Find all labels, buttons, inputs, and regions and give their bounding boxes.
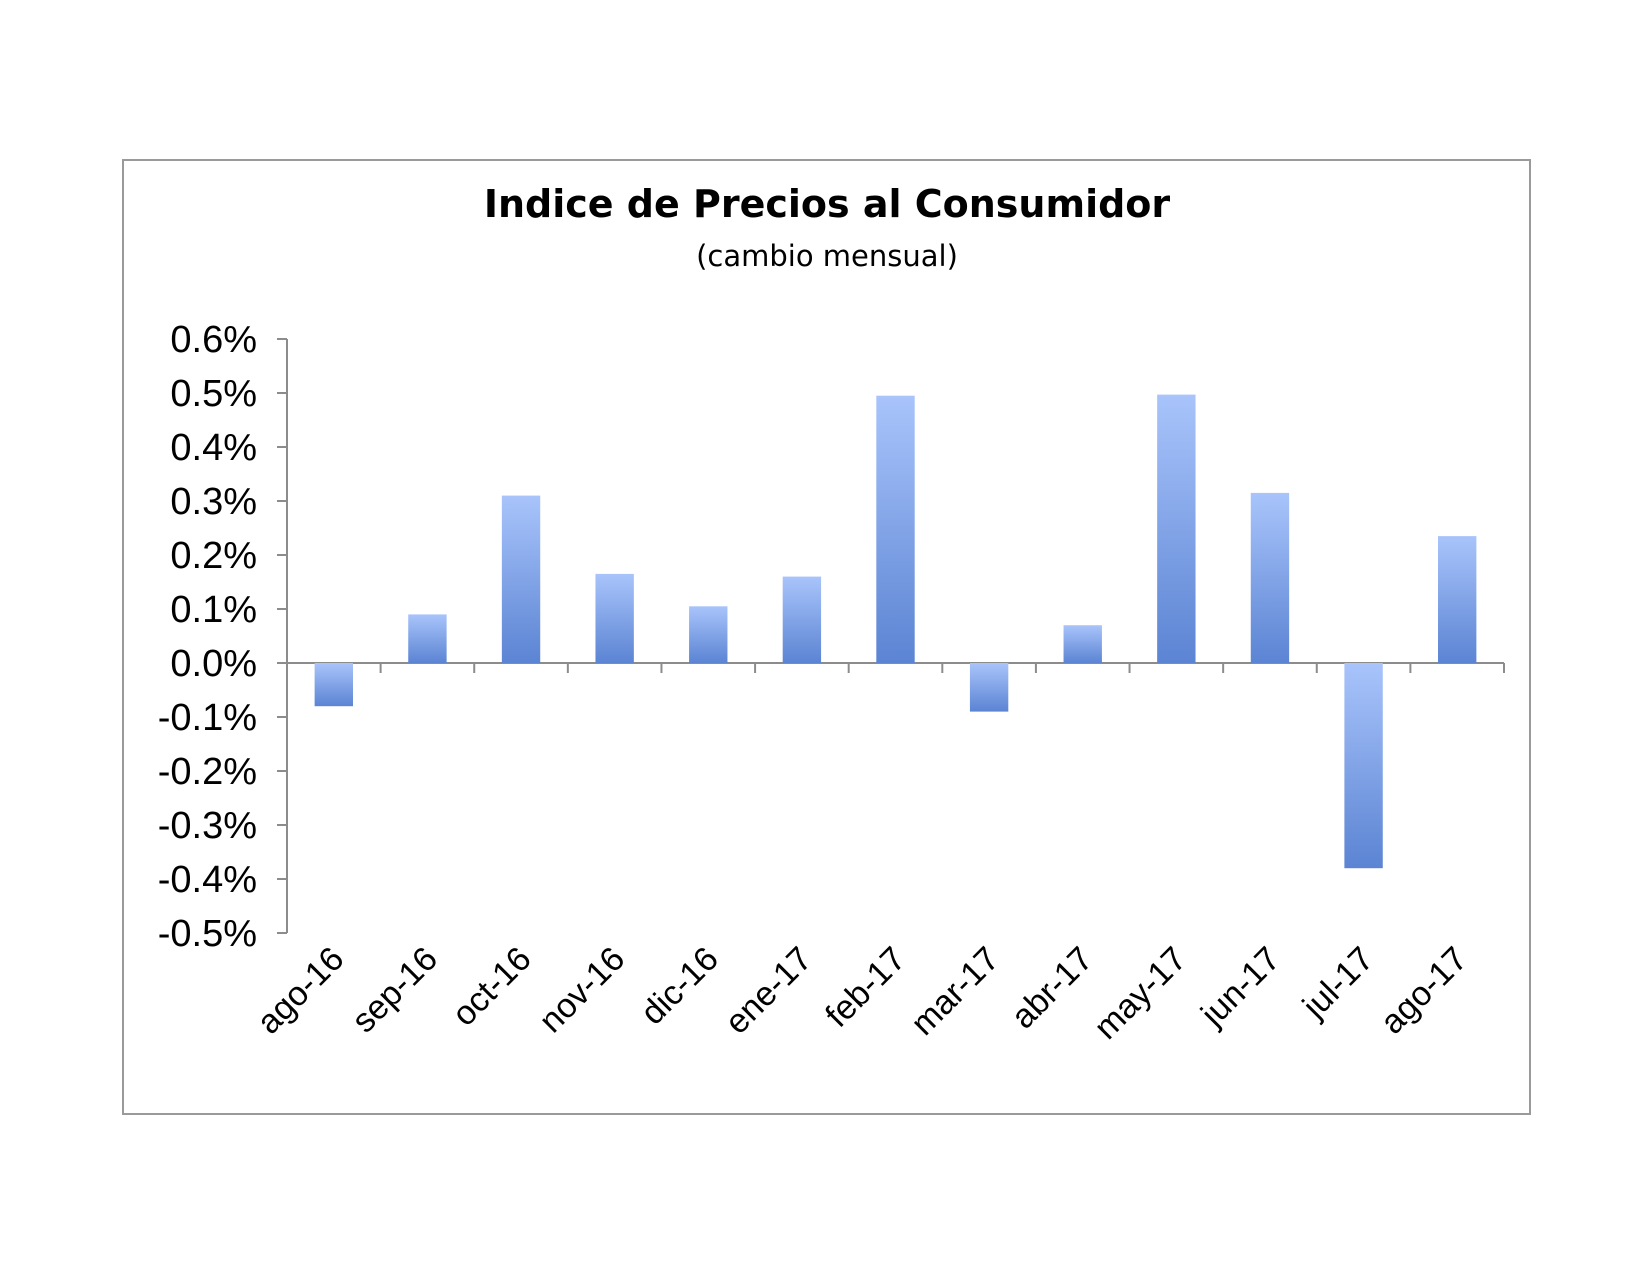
y-tick-label: -0.4% xyxy=(158,859,257,901)
x-tick-label: ago-17 xyxy=(1373,940,1475,1042)
bar-dic-16 xyxy=(689,606,728,663)
plot-area: 0.6% 0.5% 0.4% 0.3% 0.2% 0.1% 0.0% -0.1% -0.2% -0… xyxy=(158,319,1505,1047)
x-tick-label: nov-16 xyxy=(532,940,632,1040)
y-tick-label: 0.4% xyxy=(170,427,257,469)
chart-title: Indice de Precios al Consumidor xyxy=(484,182,1171,226)
y-tick-label: 0.2% xyxy=(170,535,257,577)
x-tick-label: abr-17 xyxy=(1004,940,1100,1036)
bar-ago-16 xyxy=(314,663,353,707)
chart-subtitle: (cambio mensual) xyxy=(696,239,958,273)
bar-sep-16 xyxy=(408,614,447,663)
y-tick-label: 0.5% xyxy=(170,373,257,415)
bar-abr-17 xyxy=(1063,625,1102,663)
bar-chart: Indice de Precios al Consumidor (cambio … xyxy=(158,182,1505,1047)
x-tick-label: ago-16 xyxy=(250,940,352,1042)
y-tick-label: 0.1% xyxy=(170,589,257,631)
x-tick-label: may-17 xyxy=(1087,940,1194,1047)
chart-frame: Indice de Precios al Consumidor (cambio … xyxy=(122,159,1531,1115)
x-tick-label: jul-17 xyxy=(1295,940,1381,1026)
bar-mar-17 xyxy=(969,663,1009,712)
y-tick-label: 0.6% xyxy=(170,319,257,361)
x-tick-label: sep-16 xyxy=(345,940,445,1040)
bar-nov-16 xyxy=(595,573,634,663)
bar-ago-17 xyxy=(1438,536,1477,663)
bar-jul-17 xyxy=(1344,663,1383,869)
bar-jun-17 xyxy=(1250,492,1290,663)
x-tick-label: oct-16 xyxy=(445,940,539,1034)
x-tick-label: feb-17 xyxy=(818,940,913,1035)
bar-oct-16 xyxy=(501,495,541,663)
bar-feb-17 xyxy=(876,395,915,663)
y-tick-label: -0.5% xyxy=(158,913,257,955)
x-tick-label: ene-17 xyxy=(718,940,820,1042)
y-tick-label: 0.0% xyxy=(170,643,257,685)
y-tick-label: 0.3% xyxy=(170,481,257,523)
y-tick-label: -0.2% xyxy=(158,751,257,793)
x-tick-label: jun-17 xyxy=(1193,940,1287,1034)
y-tick-label: -0.1% xyxy=(158,697,257,739)
y-tick-label: -0.3% xyxy=(158,805,257,847)
x-tick-label: dic-16 xyxy=(634,940,726,1032)
bar-ene-17 xyxy=(782,576,822,663)
x-tick-label: mar-17 xyxy=(904,940,1007,1043)
bar-may-17 xyxy=(1157,394,1196,663)
